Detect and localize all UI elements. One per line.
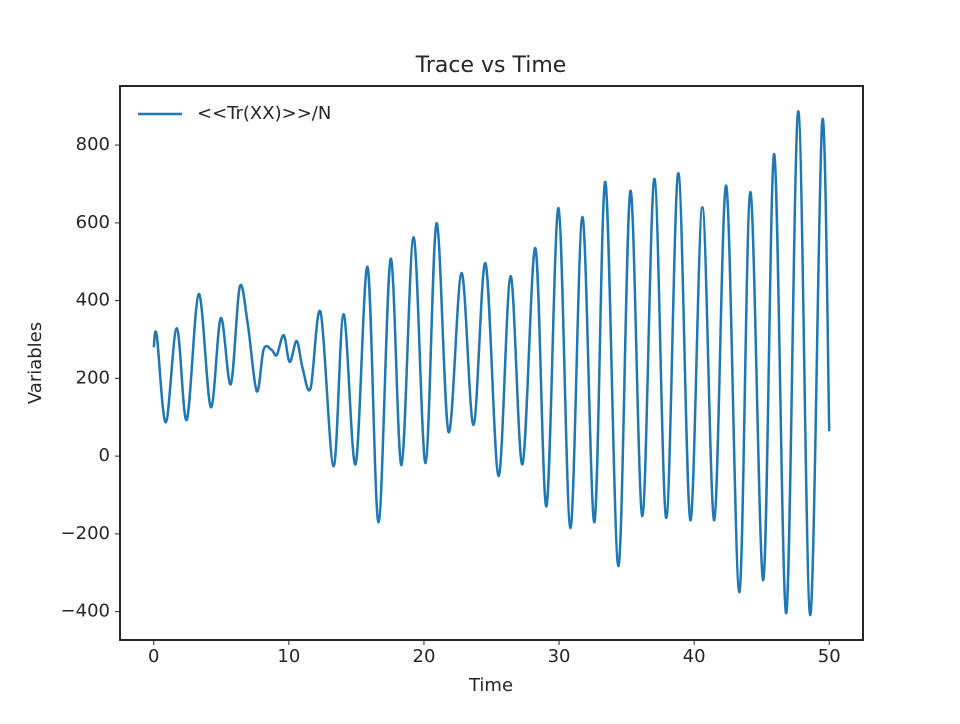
y-tick-label: −200	[61, 523, 110, 544]
x-tick-label: 40	[683, 646, 706, 667]
y-axis-label: Variables	[25, 322, 46, 404]
line-series	[152, 110, 831, 617]
plot-frame	[119, 85, 864, 641]
legend-label: <<Tr(XX)>>/N	[197, 103, 331, 124]
y-tick-label: 200	[76, 367, 110, 388]
y-tick-label: −400	[61, 601, 110, 622]
y-tick-label: 0	[99, 445, 110, 466]
x-axis-label: Time	[468, 675, 513, 696]
x-tick-label: 30	[548, 646, 571, 667]
chart-title: Trace vs Time	[415, 53, 567, 78]
y-tick-label: 400	[76, 290, 110, 311]
x-tick-label: 20	[413, 646, 436, 667]
x-tick-label: 0	[148, 646, 159, 667]
x-tick-label: 50	[818, 646, 841, 667]
y-tick-label: 600	[76, 212, 110, 233]
y-tick-label: 800	[76, 134, 110, 155]
x-tick-label: 10	[277, 646, 300, 667]
